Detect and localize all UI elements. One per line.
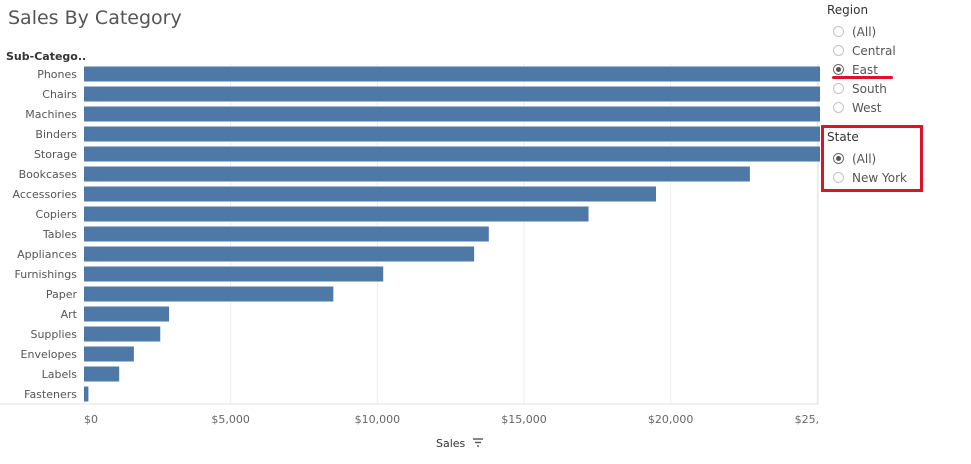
radio-label: South xyxy=(852,81,887,96)
category-label: Supplies xyxy=(30,328,77,341)
bar-art[interactable] xyxy=(84,306,170,322)
region-option-east[interactable]: East xyxy=(833,60,943,79)
bar-furnishings[interactable] xyxy=(84,266,384,282)
category-label: Binders xyxy=(35,128,77,141)
x-tick-label: $25,000 xyxy=(795,413,820,426)
sort-descending-icon[interactable] xyxy=(473,438,483,447)
radio-label: (All) xyxy=(852,151,877,166)
bar-machines[interactable] xyxy=(84,106,820,122)
category-label: Chairs xyxy=(42,88,77,101)
category-label: Bookcases xyxy=(19,168,78,181)
category-label: Accessories xyxy=(13,188,78,201)
x-tick-label: $5,000 xyxy=(211,413,250,426)
category-label: Labels xyxy=(42,368,78,381)
radio-label: (All) xyxy=(852,24,877,39)
bar-envelopes[interactable] xyxy=(84,346,134,362)
bar-copiers[interactable] xyxy=(84,206,589,222)
category-label: Paper xyxy=(46,288,78,301)
category-label: Copiers xyxy=(36,208,78,221)
region-option-south[interactable]: South xyxy=(833,79,943,98)
region-option-central[interactable]: Central xyxy=(833,41,943,60)
radio-empty-icon[interactable] xyxy=(833,26,844,37)
bar-supplies[interactable] xyxy=(84,326,161,342)
state-filter-title: State xyxy=(827,130,859,144)
region-filter-title: Region xyxy=(827,3,869,17)
category-label: Machines xyxy=(25,108,77,121)
state-option-new-york[interactable]: New York xyxy=(833,168,943,187)
category-label: Tables xyxy=(42,228,77,241)
x-tick-label: $10,000 xyxy=(355,413,401,426)
category-label: Fasteners xyxy=(24,388,77,401)
bar-phones[interactable] xyxy=(84,66,820,82)
bar-tables[interactable] xyxy=(84,226,489,242)
bar-accessories[interactable] xyxy=(84,186,657,202)
radio-label: New York xyxy=(852,170,907,185)
page-title: Sales By Category xyxy=(8,7,182,29)
radio-label: West xyxy=(852,100,882,115)
x-axis-title: Sales xyxy=(436,437,466,450)
radio-empty-icon[interactable] xyxy=(833,83,844,94)
annotation-underline xyxy=(832,76,893,79)
bar-paper[interactable] xyxy=(84,286,334,302)
bar-fasteners[interactable] xyxy=(84,386,89,402)
radio-selected-icon[interactable] xyxy=(833,153,844,164)
row-header: Sub-Catego.. xyxy=(6,50,86,63)
radio-selected-icon[interactable] xyxy=(833,64,844,75)
region-option-west[interactable]: West xyxy=(833,98,943,117)
x-tick-label: $20,000 xyxy=(648,413,694,426)
annotation-box xyxy=(821,125,923,192)
radio-empty-icon[interactable] xyxy=(833,172,844,183)
bar-storage[interactable] xyxy=(84,146,820,162)
x-tick-label: $0 xyxy=(84,413,98,426)
radio-empty-icon[interactable] xyxy=(833,45,844,56)
x-tick-label: $15,000 xyxy=(501,413,547,426)
bar-chairs[interactable] xyxy=(84,86,820,102)
category-label: Phones xyxy=(37,68,77,81)
bar-labels[interactable] xyxy=(84,366,120,382)
bar-chart: Sub-Catego.. Phones Chairs Machines Binders S… xyxy=(0,50,820,450)
bar-bookcases[interactable] xyxy=(84,166,750,182)
radio-label: East xyxy=(852,62,878,77)
bar-appliances[interactable] xyxy=(84,246,475,262)
category-label: Envelopes xyxy=(21,348,78,361)
state-option-all[interactable]: (All) xyxy=(833,149,943,168)
category-label: Appliances xyxy=(17,248,77,261)
radio-label: Central xyxy=(852,43,896,58)
bar-binders[interactable] xyxy=(84,126,820,142)
category-label: Furnishings xyxy=(15,268,78,281)
region-option-all[interactable]: (All) xyxy=(833,22,943,41)
category-label: Art xyxy=(61,308,78,321)
radio-empty-icon[interactable] xyxy=(833,102,844,113)
category-label: Storage xyxy=(34,148,77,161)
